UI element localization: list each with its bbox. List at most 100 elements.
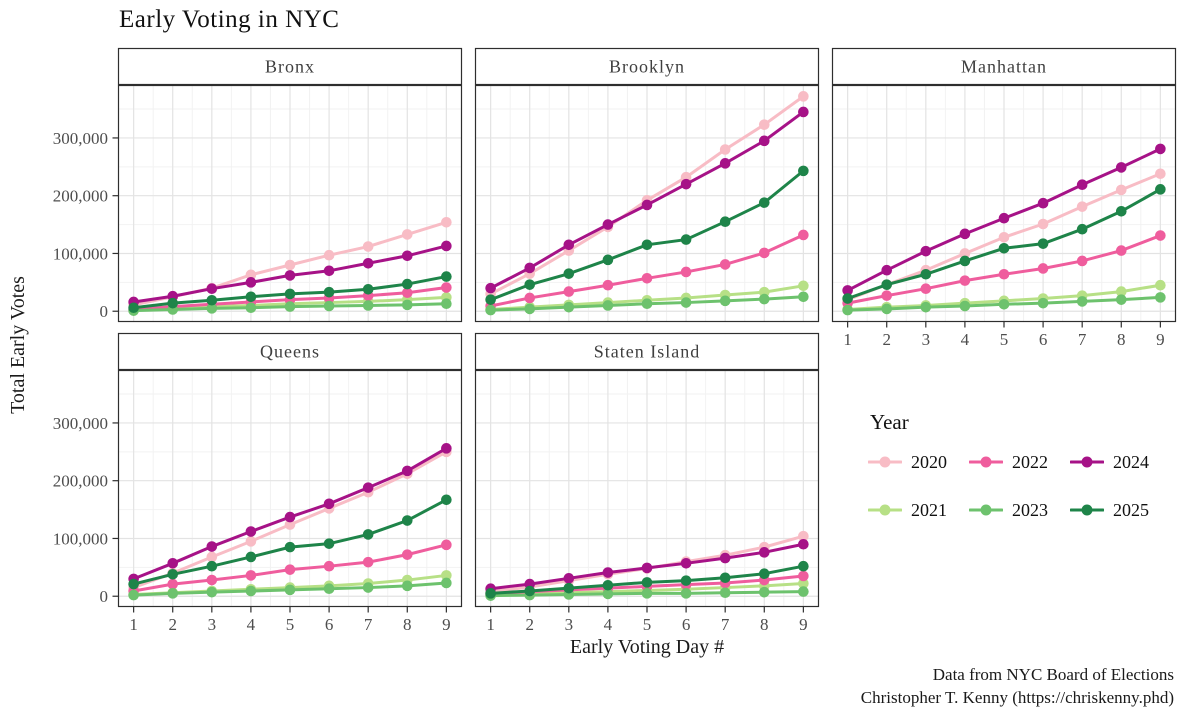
legend-row: 2020 2022 2024	[868, 451, 1154, 473]
data-point-2023	[167, 588, 179, 599]
data-point-2025	[401, 278, 413, 290]
data-point-2025	[128, 302, 139, 314]
legend-key-point	[1081, 504, 1093, 516]
data-point-2023	[798, 291, 809, 303]
data-point-2021	[1155, 279, 1166, 291]
data-point-2025	[719, 572, 731, 584]
data-point-2025	[485, 294, 496, 305]
legend-key-point	[980, 456, 992, 468]
facet-strip	[474, 47, 820, 86]
x-tick-label: 6	[682, 615, 691, 634]
data-point-2024	[362, 257, 374, 269]
data-point-2022	[758, 247, 770, 259]
x-tick-label: 2	[168, 615, 177, 634]
data-point-2024	[959, 228, 971, 240]
data-point-2024	[323, 498, 335, 510]
y-tick-label: 0	[100, 302, 109, 321]
data-point-2023	[920, 301, 932, 313]
x-tick-label: 9	[799, 615, 808, 634]
data-point-2020	[245, 269, 257, 281]
data-point-2023	[401, 299, 413, 311]
data-point-2023	[998, 298, 1010, 310]
data-point-2023	[245, 302, 257, 314]
data-point-2025	[362, 283, 374, 295]
data-point-2025	[362, 529, 374, 540]
x-tick-label: 8	[403, 615, 412, 634]
data-point-2025	[1076, 223, 1088, 235]
data-point-2025	[920, 268, 932, 280]
data-point-2023	[401, 580, 413, 592]
data-point-2025	[284, 541, 296, 553]
data-point-2023	[441, 577, 452, 589]
panel-border	[474, 369, 820, 608]
x-tick-label: 4	[247, 615, 256, 634]
x-tick-label: 7	[721, 615, 730, 634]
data-point-2022	[401, 287, 413, 299]
data-point-2023	[1155, 292, 1166, 303]
panel-border	[117, 84, 463, 323]
data-point-2025	[206, 294, 218, 306]
data-point-2025	[641, 239, 653, 251]
legend-key-2023	[969, 504, 1003, 516]
data-point-2020	[206, 551, 218, 563]
facet-strip	[117, 332, 463, 371]
data-point-2025	[1115, 205, 1127, 217]
data-point-2023	[842, 304, 853, 316]
data-point-2022	[1115, 245, 1127, 256]
y-tick-label: 100,000	[53, 244, 108, 263]
data-point-2022	[524, 292, 536, 304]
caption: Data from NYC Board of Elections Christo…	[861, 663, 1174, 709]
facet-label: Bronx	[265, 57, 315, 77]
panel-border	[474, 84, 820, 323]
data-point-2024	[641, 562, 653, 574]
data-point-2022	[641, 273, 653, 284]
legend-key-point	[879, 504, 891, 516]
legend-label: 2021	[911, 499, 947, 520]
data-point-2024	[485, 282, 496, 294]
data-point-2022	[563, 286, 575, 297]
data-point-2024	[1076, 179, 1088, 191]
legend-key-point	[1081, 456, 1093, 468]
data-point-2025	[524, 585, 536, 597]
facet-label: Brooklyn	[609, 57, 685, 77]
data-point-2024	[881, 264, 893, 276]
data-point-2023	[362, 582, 374, 593]
data-point-2025	[284, 288, 296, 300]
caption-line-1: Data from NYC Board of Elections	[932, 665, 1174, 684]
data-point-2022	[1155, 230, 1166, 241]
data-point-2024	[563, 239, 575, 251]
chart-title: Early Voting in NYC	[119, 6, 340, 33]
y-tick-label: 100,000	[53, 529, 108, 548]
x-tick-label: 2	[882, 330, 891, 349]
data-point-2022	[881, 290, 893, 301]
data-point-2025	[563, 582, 575, 594]
data-point-2020	[798, 91, 809, 102]
data-point-2022	[441, 282, 452, 293]
data-point-2025	[602, 579, 614, 591]
data-point-2020	[758, 119, 770, 130]
data-point-2025	[719, 216, 731, 227]
data-point-2021	[798, 280, 809, 292]
facet-label: Staten Island	[594, 342, 700, 362]
legend-label: 2022	[1012, 451, 1048, 472]
data-point-2024	[680, 178, 692, 190]
x-tick-label: 3	[922, 330, 931, 349]
data-point-2023	[206, 586, 218, 598]
data-point-2023	[485, 304, 496, 316]
data-point-2025	[563, 268, 575, 279]
data-point-2024	[401, 250, 413, 262]
data-point-2021	[441, 570, 452, 581]
data-point-2025	[441, 271, 452, 282]
data-point-2020	[719, 144, 731, 155]
legend-entry-2020: 2020	[868, 451, 952, 473]
data-point-2024	[842, 285, 853, 296]
data-point-2023	[284, 584, 296, 596]
legend-key-2024	[1070, 456, 1104, 468]
data-point-2025	[485, 588, 496, 599]
data-point-2025	[323, 538, 335, 549]
data-point-2023	[959, 300, 971, 312]
y-tick-label: 300,000	[53, 129, 108, 148]
data-point-2025	[245, 291, 257, 303]
data-point-2022	[959, 275, 971, 286]
